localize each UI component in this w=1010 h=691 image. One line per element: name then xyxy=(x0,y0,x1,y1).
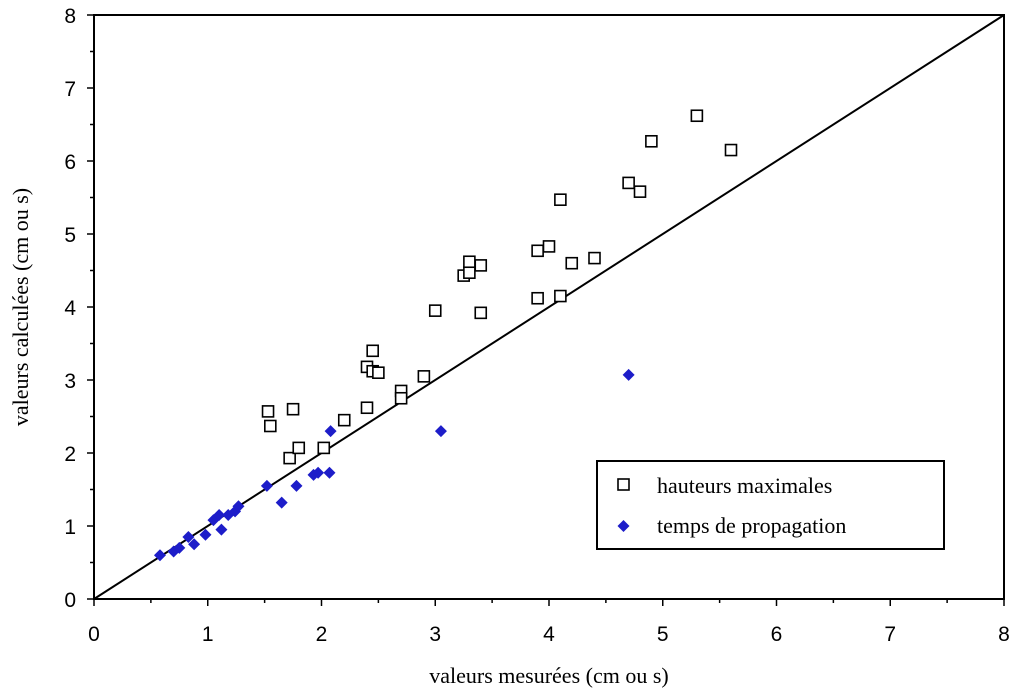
data-point-hauteur xyxy=(264,419,277,433)
data-point-hauteur xyxy=(554,193,567,206)
data-point-temps xyxy=(323,466,336,479)
x-tick-label: 6 xyxy=(771,623,783,646)
data-point-hauteur xyxy=(337,413,351,427)
data-point-hauteur xyxy=(531,291,544,305)
data-point-hauteur xyxy=(428,304,442,317)
data-point-hauteur xyxy=(531,244,544,258)
x-tick-label: 7 xyxy=(884,623,896,646)
data-point-hauteur xyxy=(645,134,658,148)
data-point-temps xyxy=(173,541,186,554)
y-tick-label: 2 xyxy=(64,443,76,466)
data-point-hauteur xyxy=(588,251,601,265)
x-tick-label: 8 xyxy=(998,623,1010,646)
data-point-hauteur xyxy=(724,143,738,157)
data-point-hauteur xyxy=(690,109,704,123)
data-point-hauteur xyxy=(283,451,296,465)
y-axis-title: valeurs calculées (cm ou s) xyxy=(8,188,33,426)
data-points xyxy=(153,109,738,562)
data-point-temps xyxy=(153,549,166,562)
axis-tick-labels: 0 1 2 3 4 5 6 7 8 0 1 2 3 4 5 6 7 8 xyxy=(64,5,1010,646)
data-point-hauteur xyxy=(372,366,385,380)
data-point-temps xyxy=(324,425,337,438)
legend-box xyxy=(596,460,945,550)
data-point-hauteur xyxy=(565,256,579,270)
x-tick-label: 3 xyxy=(429,623,441,646)
y-tick-label: 4 xyxy=(64,297,76,320)
data-point-hauteur xyxy=(360,401,374,415)
x-tick-label: 4 xyxy=(543,623,555,646)
data-point-hauteur xyxy=(554,289,567,303)
data-point-hauteur xyxy=(366,344,379,358)
data-point-hauteur xyxy=(292,441,306,455)
legend-label-temps: temps de propagation xyxy=(657,513,846,538)
data-point-temps xyxy=(232,500,245,513)
data-point-temps xyxy=(312,466,325,479)
data-point-hauteur xyxy=(542,240,556,253)
data-point-temps xyxy=(260,479,273,492)
data-point-temps xyxy=(434,425,447,438)
data-point-hauteur xyxy=(286,402,300,416)
x-tick-label: 0 xyxy=(88,623,100,646)
y-tick-label: 0 xyxy=(64,589,76,612)
legend-marker-temps xyxy=(617,520,630,532)
series-hauteurs-maximales xyxy=(261,109,738,465)
axis-ticks xyxy=(87,14,1005,606)
x-tick-label: 2 xyxy=(316,623,328,646)
data-point-hauteur xyxy=(474,306,488,320)
data-point-hauteur xyxy=(474,259,488,272)
data-point-hauteur xyxy=(463,255,476,269)
data-point-hauteur xyxy=(394,391,408,405)
reference-line-y-equals-x xyxy=(93,14,1005,600)
data-point-temps xyxy=(188,538,201,551)
y-tick-label: 7 xyxy=(64,78,76,101)
data-point-temps xyxy=(199,528,212,541)
y-tick-label: 3 xyxy=(64,370,76,393)
data-point-hauteur xyxy=(261,405,275,418)
data-point-temps xyxy=(213,509,226,522)
legend-label-hauteurs: hauteurs maximales xyxy=(657,473,832,498)
data-point-temps xyxy=(290,479,303,492)
x-tick-label: 5 xyxy=(657,623,669,646)
x-tick-label: 1 xyxy=(202,623,214,646)
series-temps-de-propagation xyxy=(153,368,635,562)
data-point-hauteur xyxy=(463,266,476,279)
data-point-hauteur xyxy=(317,441,331,455)
data-point-temps xyxy=(215,523,228,536)
data-point-temps xyxy=(275,496,288,509)
data-point-temps xyxy=(622,368,635,381)
data-point-hauteur xyxy=(622,176,635,190)
data-point-hauteur xyxy=(633,185,647,198)
y-tick-label: 1 xyxy=(64,516,76,539)
y-tick-label: 5 xyxy=(64,224,76,247)
legend-marker-hauteurs xyxy=(617,478,630,491)
data-point-temps xyxy=(182,530,195,543)
legend: hauteurs maximales temps de propagation xyxy=(596,460,945,550)
data-point-hauteur xyxy=(417,370,431,383)
y-tick-label: 8 xyxy=(64,5,76,28)
x-axis-title: valeurs mesurées (cm ou s) xyxy=(429,663,668,688)
y-tick-label: 6 xyxy=(64,151,76,174)
